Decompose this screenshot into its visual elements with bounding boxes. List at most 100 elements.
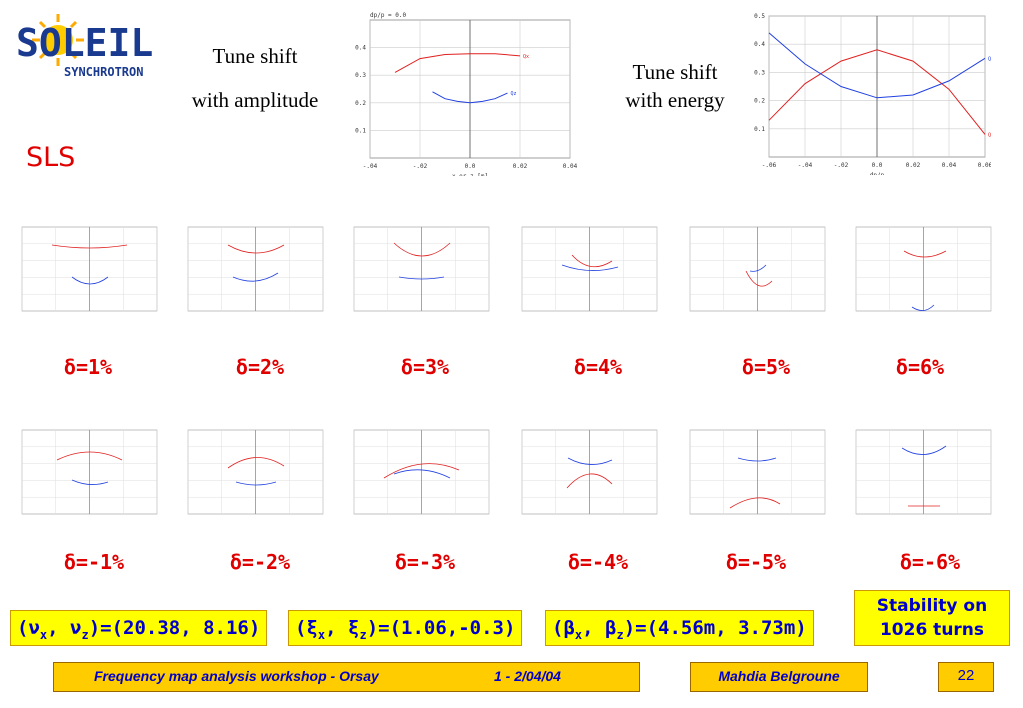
- mini-chart-neg-6: [846, 418, 996, 528]
- delta-label-neg-5: δ=-5%: [725, 550, 787, 574]
- delta-label-pos-6: δ=6%: [895, 355, 945, 379]
- tune-shift-energy-chart: -.06 -.04 -.02 0.0 0.02 0.04 0.06 0.1 0.2 0.3 0.4 0…: [754, 13, 991, 175]
- tune-shift-amplitude-chart: -.04 -.02 0.0 0.02 0.04 0.1 0.2 0.3 0.4 dp/p = 0.…: [355, 12, 578, 176]
- stability-line1: Stability on: [876, 596, 988, 616]
- stability-line2: 1026 turns: [879, 620, 985, 640]
- mini-blue-curve: [567, 457, 613, 465]
- mini-blue-curve: [235, 481, 277, 486]
- mini-chart-neg-4: [512, 418, 662, 528]
- y-tick-label: 0.5: [754, 13, 765, 20]
- y-tick-label: 0.3: [754, 69, 765, 76]
- delta-label-pos-3: δ=3%: [400, 355, 450, 379]
- energy-caption-line2: with energy: [625, 88, 725, 112]
- delta-label-neg-3: δ=-3%: [394, 550, 456, 574]
- mini-chart-pos-2: [178, 215, 328, 325]
- mini-chart-neg-1: [12, 418, 162, 528]
- delta-label-neg-4: δ=-4%: [567, 550, 629, 574]
- x-tick-label: -.02: [413, 163, 428, 170]
- delta-label-pos-2: δ=2%: [235, 355, 285, 379]
- delta-label-pos-4: δ=4%: [573, 355, 623, 379]
- mini-red-curve: [51, 244, 128, 249]
- series-label-qx: Qx: [523, 54, 529, 60]
- mini-chart-neg-3: [344, 418, 494, 528]
- mini-chart-neg-2: [178, 418, 328, 528]
- mini-red-curve: [227, 457, 285, 469]
- x-tick-label: -.04: [798, 162, 813, 169]
- delta-label-pos-5: δ=5%: [741, 355, 791, 379]
- mini-blue-curve: [737, 457, 777, 462]
- chromaticity-box: (ξx, ξz)=(1.06,-0.3): [288, 610, 523, 646]
- series-label-qx: Qx: [988, 132, 991, 138]
- mini-blue-curve: [911, 304, 935, 311]
- soleil-logo: SOLEIL SYNCHROTRON: [12, 10, 177, 82]
- series-label-qz: Qz: [511, 91, 517, 97]
- sls-label: SLS: [26, 142, 76, 173]
- mini-blue-curve: [901, 445, 947, 455]
- mini-chart-pos-3: [344, 215, 494, 325]
- delta-label-neg-2: δ=-2%: [229, 550, 291, 574]
- series-line-qz: [432, 91, 508, 104]
- x-tick-label: -.06: [762, 162, 777, 169]
- amplitude-caption: Tune shift with amplitude: [170, 42, 340, 114]
- mini-red-curve: [745, 270, 773, 287]
- delta-label-neg-6: δ=-6%: [899, 550, 961, 574]
- page-number: 22: [938, 662, 994, 692]
- footer-author: Mahdia Belgroune: [690, 662, 868, 692]
- delta-label-pos-1: δ=1%: [63, 355, 113, 379]
- delta-label-neg-1: δ=-1%: [63, 550, 125, 574]
- mini-blue-curve: [71, 479, 109, 485]
- mini-red-curve: [227, 244, 285, 254]
- mini-blue-curve: [398, 276, 445, 280]
- y-tick-label: 0.3: [355, 72, 366, 79]
- stability-box: Stability on 1026 turns: [854, 590, 1010, 646]
- x-tick-label: 0.04: [563, 163, 578, 170]
- logo-sub: SYNCHROTRON: [64, 65, 143, 79]
- mini-chart-neg-5: [680, 418, 830, 528]
- x-tick-label: 0.06: [978, 162, 991, 169]
- x-axis-label: x or z [m]: [452, 173, 488, 176]
- y-tick-label: 0.1: [355, 127, 366, 134]
- x-tick-label: 0.0: [465, 163, 476, 170]
- logo-word: SOLEIL: [16, 21, 153, 65]
- mini-red-curve: [729, 497, 781, 509]
- mini-blue-curve: [232, 272, 279, 282]
- mini-red-curve: [903, 250, 947, 258]
- footer-workshop-text: Frequency map analysis workshop - Orsay: [94, 668, 379, 684]
- x-tick-label: -.02: [834, 162, 849, 169]
- sun-icon: [32, 14, 84, 66]
- mini-chart-pos-6: [846, 215, 996, 325]
- y-tick-label: 0.2: [355, 100, 366, 107]
- y-tick-label: 0.2: [754, 98, 765, 105]
- series-label-qz: Qz: [988, 56, 991, 62]
- footer-workshop: Frequency map analysis workshop - Orsay …: [53, 662, 640, 692]
- x-tick-label: 0.0: [872, 162, 883, 169]
- mini-blue-curve: [71, 276, 109, 285]
- footer-dates: 1 - 2/04/04: [494, 668, 561, 684]
- x-axis-label: dp/p: [870, 172, 885, 175]
- beta-box: (βx, βz)=(4.56m, 3.73m): [545, 610, 814, 646]
- mini-red-curve: [566, 473, 613, 489]
- amplitude-caption-line2: with amplitude: [191, 88, 319, 112]
- y-tick-label: 0.4: [355, 45, 366, 52]
- mini-red-curve: [383, 463, 460, 479]
- energy-caption: Tune shift with energy: [600, 58, 750, 114]
- mini-red-curve: [571, 254, 613, 268]
- energy-caption-line1: Tune shift: [632, 60, 718, 84]
- mini-red-curve: [56, 451, 123, 461]
- mini-blue-curve: [749, 264, 767, 272]
- mini-blue-curve: [393, 469, 451, 479]
- x-tick-label: 0.02: [906, 162, 921, 169]
- y-tick-label: 0.4: [754, 41, 765, 48]
- amplitude-caption-line1: Tune shift: [212, 44, 298, 68]
- x-tick-label: 0.04: [942, 162, 957, 169]
- x-tick-label: 0.02: [513, 163, 528, 170]
- series-line-qz: [768, 32, 986, 99]
- y-tick-label: 0.1: [754, 126, 765, 133]
- mini-red-curve: [393, 242, 451, 257]
- series-line-qx: [768, 49, 986, 135]
- mini-chart-pos-4: [512, 215, 662, 325]
- tunes-box: (νx, νz)=(20.38, 8.16): [10, 610, 268, 646]
- mini-chart-pos-1: [12, 215, 162, 325]
- mini-blue-curve: [561, 264, 619, 271]
- chart-title: dp/p = 0.0: [370, 12, 407, 19]
